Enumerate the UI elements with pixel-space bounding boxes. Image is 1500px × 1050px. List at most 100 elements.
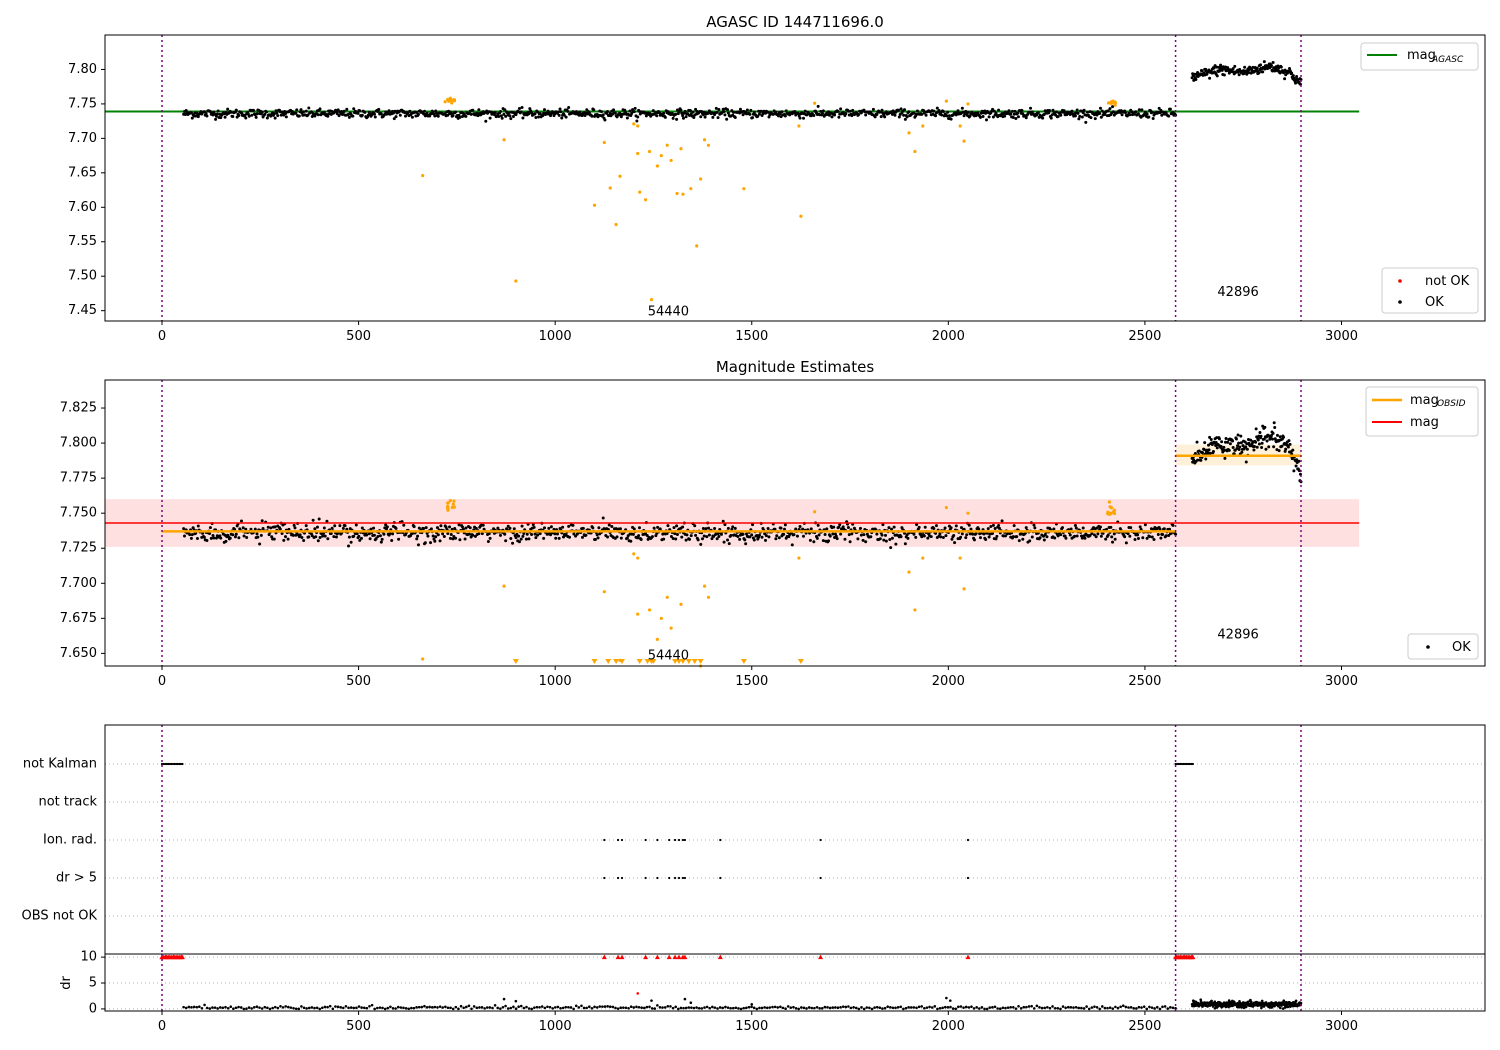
- ok-point: [953, 541, 957, 545]
- dr-point: [1043, 1006, 1047, 1010]
- dr-outlier: [636, 992, 640, 995]
- ok-point: [538, 532, 542, 536]
- dr-point: [310, 1006, 314, 1009]
- ok-point: [1145, 112, 1149, 116]
- dr-point: [1012, 1005, 1015, 1009]
- ok-point: [542, 108, 546, 112]
- dr-point: [1040, 1006, 1044, 1010]
- ok-point: [435, 111, 439, 115]
- ok-point: [815, 536, 819, 540]
- ok-point: [744, 542, 748, 546]
- y-tick-label: 7.70: [68, 131, 97, 146]
- ok-point: [978, 536, 982, 540]
- ok-point: [639, 537, 643, 541]
- dr-point: [1106, 1006, 1109, 1010]
- ok-point: [1261, 424, 1265, 428]
- dr-point: [768, 1006, 772, 1009]
- dr-capped-marker: [818, 954, 824, 960]
- dr-point: [1072, 1006, 1075, 1009]
- dr-point: [1014, 1007, 1018, 1010]
- ok-point: [835, 537, 839, 541]
- ok-point: [226, 107, 230, 111]
- ok-point: [748, 112, 752, 116]
- ok-point: [1012, 112, 1016, 116]
- dr-point: [438, 1005, 442, 1008]
- ok-point: [1297, 459, 1301, 463]
- x-tick-label: 2000: [932, 329, 965, 344]
- ok-point: [315, 525, 319, 529]
- ok-point: [1011, 116, 1015, 120]
- ok-point: [214, 117, 218, 121]
- ok-point: [1160, 113, 1164, 117]
- dr-point: [826, 1006, 829, 1009]
- ok-point: [1215, 446, 1219, 450]
- dr-point: [745, 1006, 748, 1010]
- ok-point: [1012, 524, 1016, 528]
- ok-point: [1056, 534, 1060, 538]
- ok-point: [844, 112, 848, 116]
- ok-point: [461, 527, 465, 531]
- ok-point: [272, 537, 276, 541]
- ok-point: [517, 540, 521, 544]
- ok-point: [751, 116, 755, 120]
- dr-point: [700, 1007, 704, 1010]
- dr-point: [307, 1006, 311, 1010]
- ok-point: [1168, 107, 1172, 111]
- ok-point: [536, 115, 540, 119]
- ok-point: [743, 538, 747, 542]
- x-tick-label: 1000: [539, 329, 572, 344]
- category-label: not Kalman: [23, 757, 97, 772]
- flag-point: [656, 838, 659, 842]
- ok-point: [521, 534, 525, 538]
- ok-point: [1240, 450, 1244, 454]
- flag-point: [160, 762, 164, 766]
- ok-point: [1101, 531, 1105, 535]
- ok-point: [764, 534, 768, 538]
- ok-point: [680, 111, 684, 115]
- dr-point: [800, 1006, 803, 1009]
- x-tick-label: 3000: [1325, 1019, 1358, 1034]
- dr-point: [951, 1007, 955, 1010]
- ok-point: [1252, 448, 1256, 452]
- dr-point: [242, 1007, 246, 1011]
- ok-point: [377, 107, 381, 111]
- dr-point: [909, 1006, 913, 1009]
- ok-point: [828, 534, 832, 538]
- ok-point: [392, 117, 396, 121]
- ok-point: [1259, 63, 1263, 67]
- ok-point: [702, 110, 706, 114]
- ok-point: [1222, 445, 1226, 449]
- excluded-point: [450, 101, 454, 105]
- ok-point: [821, 109, 825, 113]
- ok-point: [231, 533, 235, 537]
- dr-point: [831, 1006, 835, 1009]
- ok-point: [1220, 440, 1224, 444]
- ok-point: [716, 532, 720, 536]
- ok-point: [858, 526, 862, 530]
- ok-point: [241, 526, 245, 530]
- category-label: OBS not OK: [22, 909, 98, 924]
- dr-point: [645, 1005, 649, 1009]
- ok-point: [1078, 114, 1082, 118]
- ok-point: [723, 113, 727, 117]
- ok-point: [1207, 448, 1211, 452]
- ok-point: [359, 536, 363, 540]
- dr-point: [1103, 1006, 1107, 1010]
- dr-point: [786, 1005, 790, 1008]
- ok-point: [223, 115, 227, 119]
- ok-point: [631, 532, 635, 536]
- ok-point: [1113, 537, 1117, 541]
- dr-point: [1277, 1005, 1280, 1008]
- ok-point: [972, 538, 976, 542]
- dr-point: [595, 1006, 599, 1009]
- dr-point: [378, 1006, 382, 1009]
- dr-point: [653, 1007, 657, 1010]
- excluded-point: [702, 138, 707, 142]
- dr-point: [1006, 1006, 1010, 1009]
- dr-point: [501, 1005, 505, 1009]
- ok-point: [1199, 458, 1203, 462]
- excluded-point: [636, 556, 640, 560]
- ok-point: [941, 110, 945, 114]
